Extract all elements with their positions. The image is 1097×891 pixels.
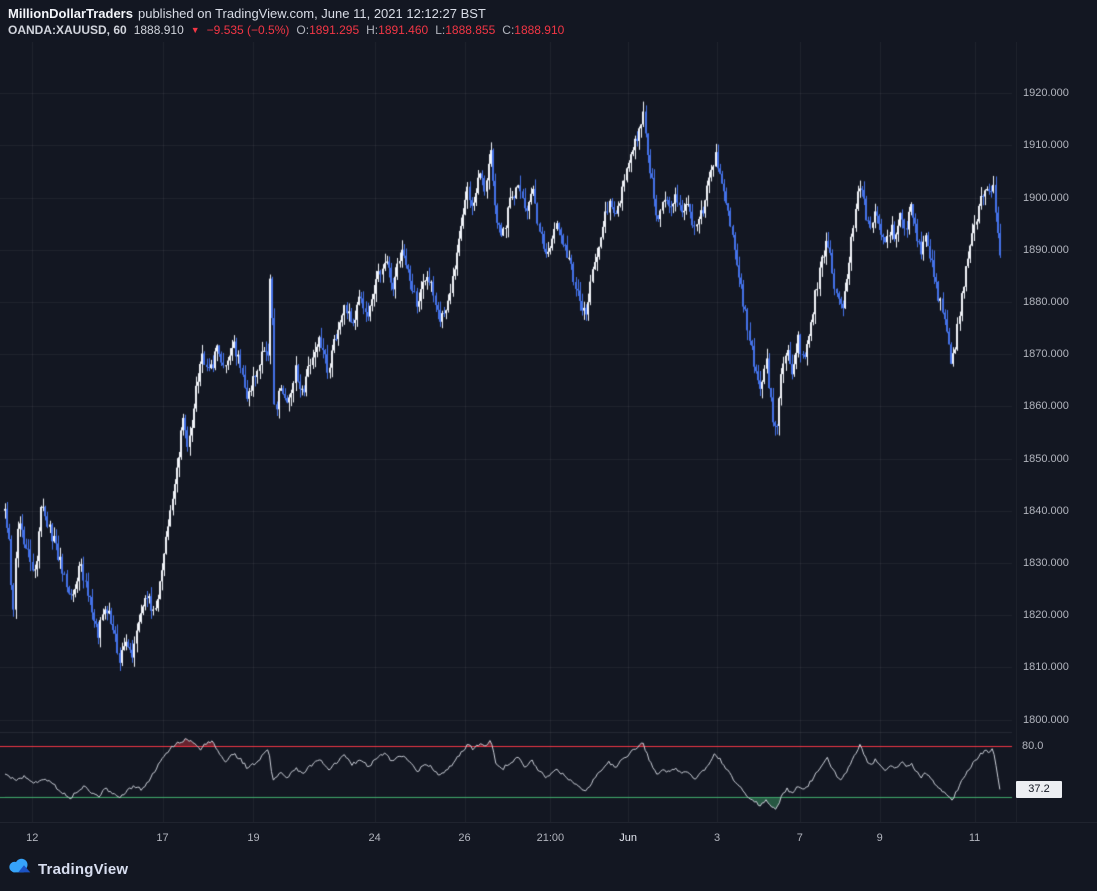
- price-chart-canvas[interactable]: [0, 42, 1016, 822]
- price-axis-label: 1880.000: [1023, 295, 1069, 308]
- time-axis-label: 19: [247, 832, 260, 844]
- price-axis-label: 1890.000: [1023, 243, 1069, 256]
- open-value: 1891.295: [309, 23, 360, 37]
- low-value: 1888.855: [445, 23, 496, 37]
- high-readout: H:1891.460: [366, 23, 428, 37]
- price-axis-label: 1900.000: [1023, 191, 1069, 204]
- close-readout: C:1888.910: [502, 23, 564, 37]
- rsi-value-badge: 37.2: [1016, 781, 1062, 798]
- author-name: MillionDollarTraders: [8, 6, 133, 21]
- price-axis-label: 1820.000: [1023, 609, 1069, 622]
- high-label: H:: [366, 23, 379, 37]
- close-label: C:: [502, 23, 515, 37]
- time-axis-label: 9: [876, 832, 883, 844]
- time-axis-label: 12: [26, 832, 39, 844]
- time-axis-label: 26: [458, 832, 471, 844]
- price-change: −9.535 (−0.5%): [206, 23, 290, 37]
- price-axis-label: 1910.000: [1023, 139, 1069, 152]
- open-readout: O:1891.295: [296, 23, 359, 37]
- symbol-name: OANDA:XAUUSD, 60: [8, 23, 127, 37]
- price-axis-label: 1810.000: [1023, 661, 1069, 674]
- tradingview-logo-icon: [8, 858, 31, 880]
- price-axis-label: 1850.000: [1023, 452, 1069, 465]
- publication-info: published on TradingView.com, June 11, 2…: [137, 6, 486, 21]
- price-axis[interactable]: 1920.000 1910.000 1900.000 1890.000 1880.000…: [1016, 42, 1097, 822]
- time-axis-label: 17: [156, 832, 169, 844]
- price-axis-label: 1840.000: [1023, 504, 1069, 517]
- time-axis-label: Jun: [619, 832, 638, 844]
- price-axis-label: 1800.000: [1023, 713, 1069, 726]
- open-label: O:: [296, 23, 310, 37]
- tradingview-brand-text: TradingView: [38, 860, 129, 878]
- price-axis-label: 1920.000: [1023, 87, 1069, 100]
- rsi-upper-band-label: 80.0: [1022, 740, 1044, 752]
- price-axis-label: 1830.000: [1023, 556, 1069, 569]
- high-value: 1891.460: [378, 23, 429, 37]
- close-value: 1888.910: [514, 23, 565, 37]
- publication-header: MillionDollarTraders published on Trading…: [8, 6, 486, 21]
- price-down-arrow-icon: ▼: [190, 25, 200, 35]
- time-axis-label: 21:00: [536, 832, 565, 844]
- symbol-info-bar: OANDA:XAUUSD, 60 1888.910 ▼ −9.535 (−0.5…: [8, 23, 564, 37]
- tradingview-logo-link[interactable]: TradingView: [8, 858, 128, 880]
- last-price: 1888.910: [133, 23, 184, 37]
- time-axis-label: 11: [968, 832, 981, 844]
- price-axis-label: 1870.000: [1023, 348, 1069, 361]
- time-axis-label: 3: [713, 832, 721, 844]
- time-axis[interactable]: 12 17 19 24 26 21:00 Jun 3 7 9 11: [0, 822, 1097, 853]
- time-axis-label: 24: [368, 832, 381, 844]
- time-axis-label: 7: [796, 832, 803, 844]
- low-label: L:: [435, 23, 446, 37]
- price-axis-label: 1860.000: [1023, 400, 1069, 413]
- low-readout: L:1888.855: [435, 23, 495, 37]
